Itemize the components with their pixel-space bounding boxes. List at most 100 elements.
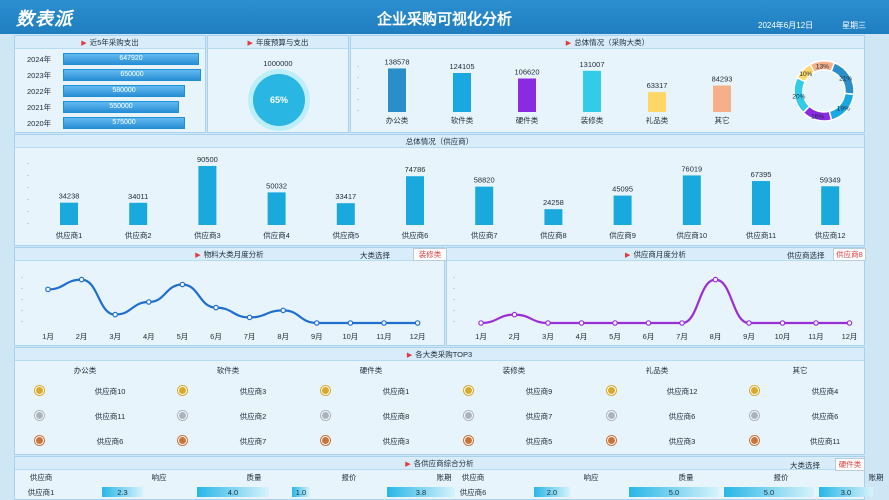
top3-supplier: 供应商10 <box>94 387 126 396</box>
medal-icon <box>607 436 616 445</box>
rating-supplier: 供应商1 <box>27 488 55 497</box>
panel-title: 年度预算与支出 <box>255 38 309 47</box>
month-label: 3月 <box>109 332 121 341</box>
top3-supplier: 供应商12 <box>666 387 698 396</box>
rating-header: 账期 <box>436 473 452 482</box>
top3-panel: ▶ 各大类采购TOP3 办公类 供应商10 供应商11 供应商6 软件类 供应商3 供应商2 供… <box>14 347 865 455</box>
month-label: 6月 <box>210 332 222 341</box>
rating-select-label: 大类选择 <box>790 461 820 470</box>
score-bar <box>819 487 873 497</box>
category-bar <box>583 70 601 112</box>
supplier-bar <box>198 165 217 225</box>
supplier-value: 58820 <box>474 176 495 185</box>
donut-slice <box>809 60 836 74</box>
axis-tick: - <box>27 161 29 167</box>
supplier-label: 供应商4 <box>263 230 290 240</box>
category-value: 63317 <box>647 81 668 90</box>
category-value: 106620 <box>514 67 539 76</box>
donut-label: 13% <box>816 64 829 71</box>
axis-tick: - <box>453 286 455 292</box>
axis-tick: - <box>27 197 29 203</box>
year-bar: 575000 <box>63 117 185 129</box>
rating-header: 响应 <box>151 473 167 482</box>
top3-supplier: 供应商6 <box>668 412 696 421</box>
year-label: 2024年 <box>27 55 52 64</box>
data-point <box>478 320 484 326</box>
medal-icon <box>178 386 187 395</box>
score-value: 2.0 <box>546 488 558 497</box>
supplier-label: 供应商9 <box>609 230 636 240</box>
donut-label: 10% <box>799 71 812 78</box>
rating-select[interactable]: 硬件类 <box>835 458 865 471</box>
data-point <box>813 320 819 326</box>
category-panel: ▶ 总体情况（采购大类） - - - - - 138578 办公类 124105 软件类 10662… <box>350 35 865 133</box>
year-bar-value: 580000 <box>112 87 136 94</box>
date-label: 2024年6月12日 <box>758 21 814 30</box>
monthly-supplier-panel: ▶ 供应商月度分析 供应商选择 供应商8 - - - - - 1月 2月 3月 4月 5月 6月 7月 8… <box>446 247 866 346</box>
series-line <box>480 278 850 325</box>
year-bar-row: 2021年 550000 <box>15 100 205 114</box>
month-label: 7月 <box>676 332 688 341</box>
score-bar <box>292 487 310 497</box>
medal-icon <box>178 436 187 445</box>
data-point <box>381 320 387 326</box>
axis-tick: - <box>21 275 23 281</box>
year-bar-value: 647920 <box>119 55 143 62</box>
monthly-supplier-line-chart: - - - - - 1月 2月 3月 4月 5月 6月 7月 8月 9月 10月 11月 12月 <box>453 275 857 341</box>
category-bar <box>388 68 406 112</box>
year-bar-fill <box>64 54 198 64</box>
month-label: 4月 <box>576 332 588 341</box>
triangle-icon: ▶ <box>81 40 87 47</box>
score-bar <box>724 487 814 497</box>
medal-icon <box>750 386 759 395</box>
score-bar <box>534 487 570 497</box>
donut-label: 20% <box>792 93 805 100</box>
supplier-value: 76019 <box>681 164 702 173</box>
panel-title: 各大类采购TOP3 <box>415 350 473 359</box>
supplier-value: 74786 <box>405 165 426 174</box>
donut-label: 19% <box>837 106 850 113</box>
score-bar <box>197 487 269 497</box>
top3-supplier: 供应商7 <box>239 437 267 446</box>
data-point <box>179 281 186 288</box>
year-bar-fill <box>64 118 184 128</box>
category-bar <box>453 72 471 112</box>
top3-supplier: 供应商2 <box>239 412 267 421</box>
page-title: 企业采购可视化分析 <box>376 10 512 28</box>
category-bar-chart: - - - - - 138578 办公类 124105 软件类 106620 硬件类 131007 装修… <box>357 57 733 125</box>
category-header: 软件类 <box>216 366 240 375</box>
year-bar-fill <box>64 102 178 112</box>
month-label: 10月 <box>342 332 358 341</box>
medal-icon <box>35 386 44 395</box>
panel-title: 供应商月度分析 <box>633 250 686 259</box>
panel-title: 物料大类月度分析 <box>203 250 264 259</box>
category-value: 138578 <box>384 57 409 66</box>
budget-value: 1000000 <box>263 59 293 68</box>
year-bar-row: 2020年 575000 <box>15 116 205 130</box>
year-bar-fill <box>64 70 200 80</box>
panel-title: 近5年采购支出 <box>89 38 139 47</box>
supplier-bar-chart: - - - - - - 34238 供应商1 34011 供应商2 90500 供应商3 50032 供应… <box>27 155 846 240</box>
rating-header: 账期 <box>868 473 884 482</box>
year-bar-row: 2022年 580000 <box>15 84 205 98</box>
data-point <box>779 320 786 326</box>
supplier-value: 50032 <box>266 181 287 190</box>
top3-supplier: 供应商3 <box>239 387 267 396</box>
supplier-select-label: 供应商选择 <box>787 251 825 260</box>
rating-header: 供应商 <box>29 473 53 482</box>
month-label: 11月 <box>376 332 391 341</box>
data-point <box>545 320 551 326</box>
month-label: 11月 <box>808 332 823 341</box>
month-label: 5月 <box>609 332 621 341</box>
medal-icon <box>321 436 330 445</box>
triangle-icon: ▶ <box>405 461 411 468</box>
title-bar: 数表派 企业采购可视化分析 2024年6月12日 星期三 <box>0 0 889 34</box>
donut-label: 16% <box>811 114 824 121</box>
category-value: 84293 <box>712 75 733 84</box>
category-select[interactable]: 装修类 <box>413 248 447 261</box>
supplier-label: 供应商3 <box>194 230 221 240</box>
supplier-select[interactable]: 供应商8 <box>833 248 866 261</box>
supplier-label: 供应商8 <box>540 230 567 240</box>
month-label: 4月 <box>143 332 155 341</box>
axis-tick: - <box>357 97 359 103</box>
